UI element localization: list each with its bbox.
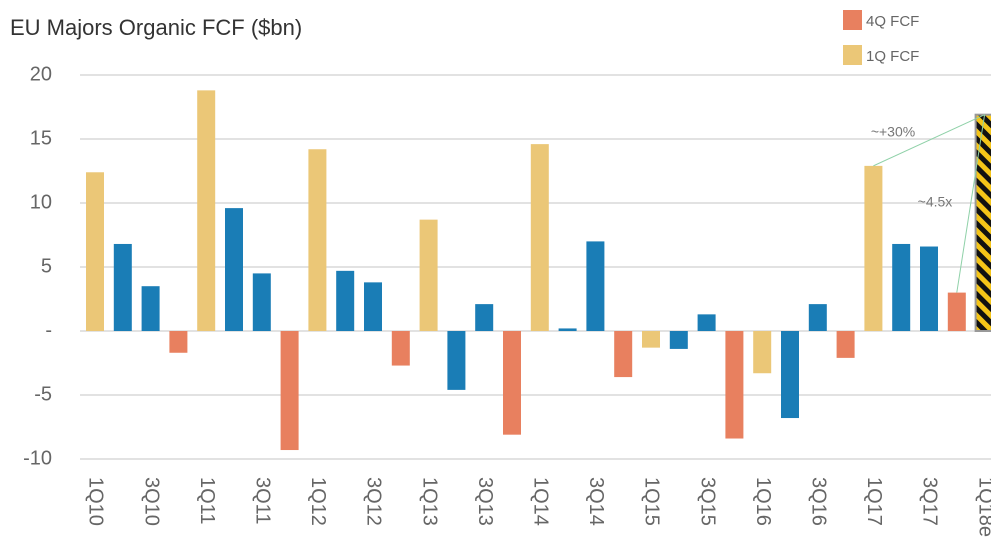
- y-tick-label: 10: [30, 191, 52, 213]
- x-tick-label: 3Q15: [696, 477, 718, 526]
- bar: [697, 314, 716, 331]
- annotation: ~4.5x: [918, 194, 953, 210]
- bar: [920, 246, 938, 331]
- bar: [364, 282, 382, 331]
- x-tick-label: 1Q13: [418, 477, 440, 526]
- bar: [864, 165, 883, 331]
- legend-swatch: [843, 45, 862, 65]
- bar: [197, 90, 216, 331]
- y-tick-label: 15: [30, 127, 52, 149]
- bar: [86, 172, 104, 331]
- bar: [558, 328, 577, 331]
- y-tick-label: 20: [30, 63, 52, 85]
- bar: [836, 331, 855, 358]
- bar: [669, 331, 688, 349]
- x-tick-label: 1Q12: [307, 477, 329, 526]
- x-tick-label: 1Q14: [530, 477, 552, 526]
- annotation-line: [873, 114, 985, 167]
- bar: [947, 292, 966, 331]
- bar: [586, 241, 605, 331]
- bar: [892, 243, 911, 331]
- x-tick-label: 3Q10: [140, 477, 162, 526]
- bar: [475, 304, 494, 331]
- bar: [252, 273, 271, 331]
- bar: [781, 331, 799, 419]
- bar: [614, 331, 633, 378]
- y-tick-label: 5: [41, 255, 52, 277]
- chart-title: EU Majors Organic FCF ($bn): [10, 15, 302, 40]
- x-tick-label: 3Q14: [585, 477, 607, 526]
- bar: [642, 331, 660, 348]
- legend-label: 1Q FCF: [866, 48, 919, 65]
- bar: [141, 286, 160, 331]
- bar: [447, 331, 466, 390]
- x-tick-label: 3Q16: [808, 477, 830, 526]
- bar: [336, 270, 355, 331]
- bar: [391, 331, 410, 366]
- bar: [280, 331, 299, 451]
- annotation: ~+30%: [871, 124, 915, 140]
- bar: [725, 331, 744, 439]
- x-tick-label: 1Q11: [196, 477, 218, 524]
- legend-label: 4Q FCF: [866, 13, 919, 30]
- x-tick-label: 3Q11: [252, 477, 274, 524]
- x-tick-label: 1Q18e: [974, 477, 991, 537]
- x-tick-label: 3Q12: [363, 477, 385, 526]
- bar: [974, 113, 991, 333]
- bar: [308, 149, 327, 331]
- bar: [753, 331, 772, 374]
- legend-swatch: [843, 10, 862, 30]
- bar: [419, 219, 438, 331]
- bar: [113, 243, 132, 331]
- x-tick-label: 3Q13: [474, 477, 496, 526]
- x-tick-label: 1Q10: [85, 477, 107, 526]
- bar: [225, 208, 243, 331]
- bar: [808, 304, 827, 331]
- y-tick-label: -: [45, 319, 52, 341]
- bar: [530, 144, 549, 331]
- x-tick-label: 1Q17: [863, 477, 885, 526]
- x-tick-label: 3Q17: [919, 477, 941, 526]
- y-tick-label: -5: [34, 383, 52, 405]
- x-tick-label: 1Q16: [752, 477, 774, 526]
- annotation-line: [956, 114, 986, 293]
- bar: [503, 331, 521, 435]
- x-tick-label: 1Q15: [641, 477, 663, 526]
- y-tick-label: -10: [23, 447, 52, 469]
- bar: [169, 331, 188, 353]
